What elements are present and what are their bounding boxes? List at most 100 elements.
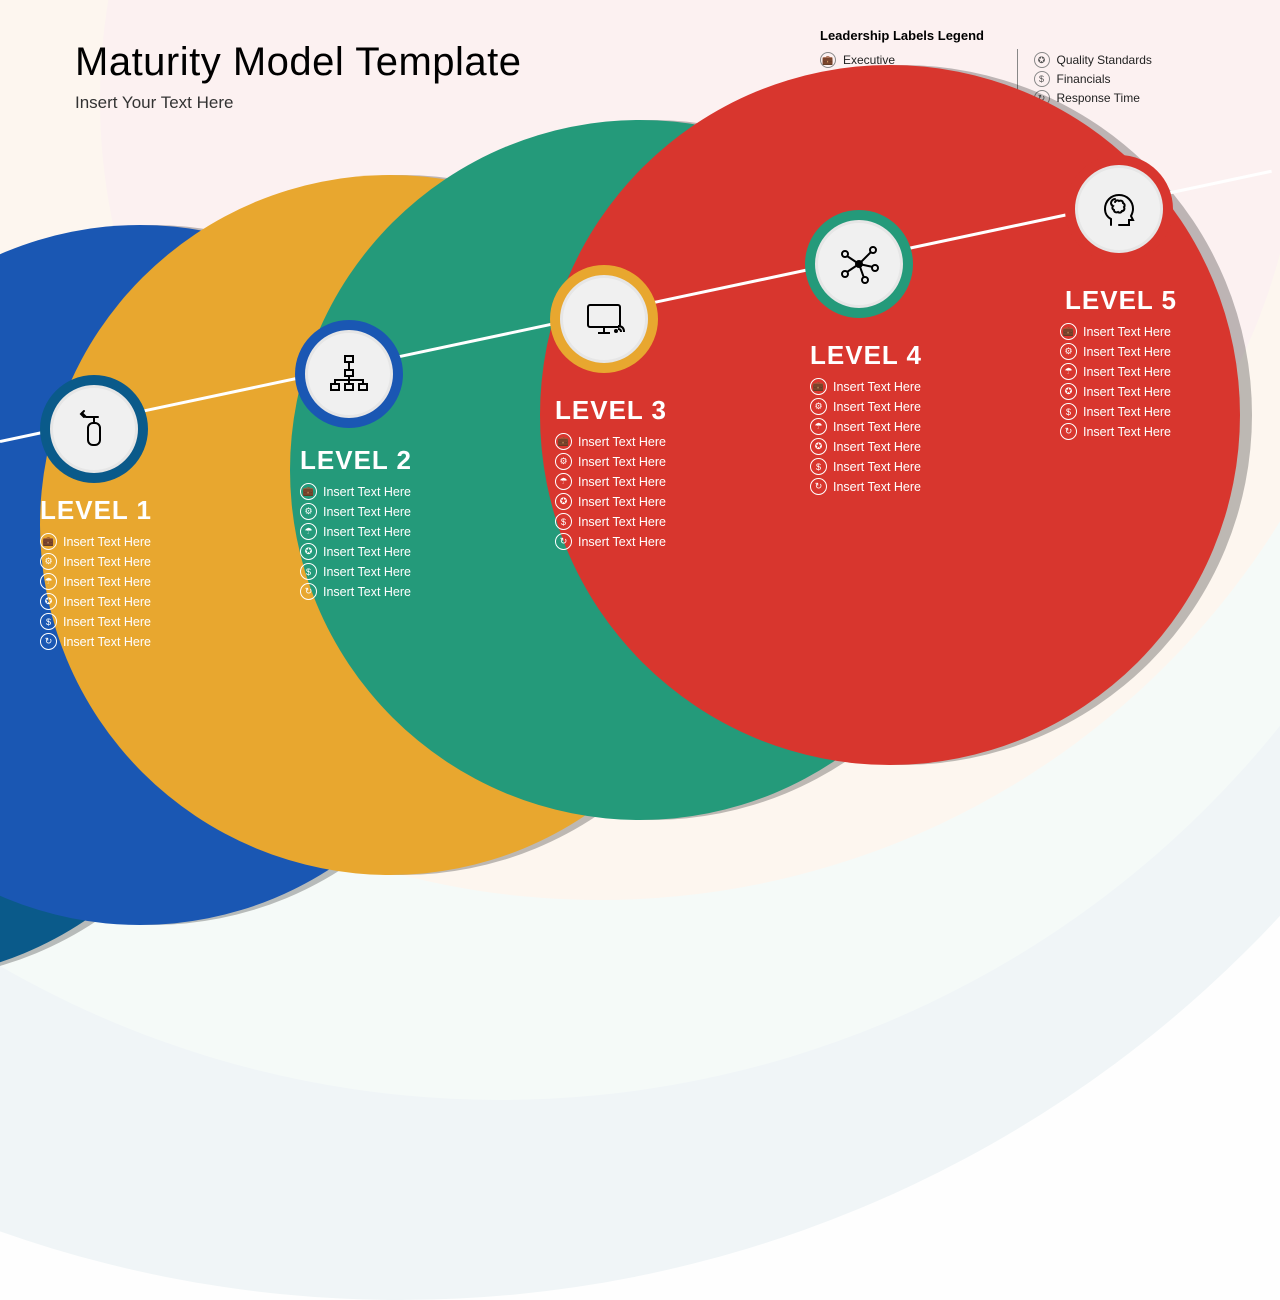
bullet-item: $Insert Text Here [810,458,921,475]
level-title-3: LEVEL 3 [555,395,667,426]
bullet-icon: $ [40,613,57,630]
bullet-text: Insert Text Here [833,400,921,414]
bullet-icon: ↻ [300,583,317,600]
bullet-item: ↻ Insert Text Here [1060,423,1171,440]
bullet-text: Insert Text Here [63,635,151,649]
bullet-icon: ⚙ [810,398,827,415]
legend-icon: 💼 [820,52,836,68]
bullet-text: Insert Text Here [63,555,151,569]
bullet-item: ⚙ Insert Text Here [1060,343,1171,360]
bullet-icon: ⚙ [40,553,57,570]
bullet-item: ☂ Insert Text Here [1060,363,1171,380]
bullet-text: Insert Text Here [323,585,411,599]
bullet-item: ☂ Insert Text Here [300,523,411,540]
bullet-text: Insert Text Here [323,545,411,559]
bullet-text: Insert Text Here [1083,425,1171,439]
legend-label: Quality Standards [1057,53,1152,67]
bullet-icon: ☂ [810,418,827,435]
bullet-item: 💼Insert Text Here [300,483,411,500]
page-title: Maturity Model Template [75,40,522,85]
bullet-icon: $ [555,513,572,530]
bullet-icon: ✪ [810,438,827,455]
bullet-text: Insert Text Here [833,460,921,474]
bullet-text: Insert Text Here [578,495,666,509]
legend-label: Financials [1057,72,1111,86]
legend-icon: ✪ [1034,52,1050,68]
legend-label: Response Time [1057,91,1140,105]
bullet-icon: ✪ [40,593,57,610]
level-title-4: LEVEL 4 [810,340,922,371]
bullet-item: ☂Insert Text Here [810,418,921,435]
bullet-text: Insert Text Here [1083,365,1171,379]
bullet-icon: ↻ [810,478,827,495]
bullet-text: Insert Text Here [578,475,666,489]
flowchart-icon [325,350,373,398]
legend-icon: $ [1034,71,1050,87]
bullet-text: Insert Text Here [1083,325,1171,339]
level-medallion-3 [550,265,658,373]
level-title-5: LEVEL 5 [1065,285,1177,316]
bullet-text: Insert Text Here [578,535,666,549]
medallion-inner [1075,165,1163,253]
network-icon [835,240,883,288]
level-bullets-3: 💼Insert Text Here ⚙ Insert Text Here ☂ Inser… [555,430,666,553]
bullet-icon: 💼 [1060,323,1077,340]
bullet-icon: ⚙ [1060,343,1077,360]
bullet-text: Insert Text Here [63,535,151,549]
bullet-icon: $ [300,563,317,580]
bullet-icon: ☂ [300,523,317,540]
medallion-inner [815,220,903,308]
bullet-item: 💼 Insert Text Here [810,378,921,395]
bullet-icon: ↻ [1060,423,1077,440]
bullet-item: 💼Insert Text Here [555,433,666,450]
legend-item: $ Financials [1034,71,1221,87]
bullet-item: ↻Insert Text Here [555,533,666,550]
bullet-text: Insert Text Here [833,380,921,394]
bullet-icon: 💼 [40,533,57,550]
bullet-icon: ⚙ [300,503,317,520]
bullet-icon: ✪ [555,493,572,510]
bullet-text: Insert Text Here [578,455,666,469]
bullet-item: ☂Insert Text Here [40,573,151,590]
bullet-icon: ☂ [40,573,57,590]
legend-item: ✪ Quality Standards [1034,52,1221,68]
bullet-text: Insert Text Here [1083,345,1171,359]
bullet-item: ⚙ Insert Text Here [555,453,666,470]
bullet-icon: ☂ [555,473,572,490]
bullet-icon: ↻ [40,633,57,650]
bullet-icon: ☂ [1060,363,1077,380]
bullet-item: 💼 Insert Text Here [40,533,151,550]
bullet-text: Insert Text Here [323,485,411,499]
bullet-text: Insert Text Here [833,480,921,494]
bullet-item: ⚙ Insert Text Here [810,398,921,415]
bullet-item: ↻ Insert Text Here [300,583,411,600]
bullet-text: Insert Text Here [63,615,151,629]
legend-title: Leadership Labels Legend [820,28,1220,43]
bullet-icon: 💼 [810,378,827,395]
level-bullets-5: 💼 Insert Text Here ⚙ Insert Text Here ☂ Inser… [1060,320,1171,443]
medallion-inner [50,385,138,473]
title-block: Maturity Model Template Insert Your Text… [75,40,522,113]
level-medallion-1 [40,375,148,483]
monitor-icon [580,295,628,343]
bullet-text: Insert Text Here [578,435,666,449]
bullet-text: Insert Text Here [323,525,411,539]
level-medallion-4 [805,210,913,318]
bullet-icon: ⚙ [555,453,572,470]
bullet-item: ✪Insert Text Here [810,438,921,455]
bullet-text: Insert Text Here [1083,405,1171,419]
level-title-1: LEVEL 1 [40,495,152,526]
bullet-item: ⚙ Insert Text Here [40,553,151,570]
bullet-item: 💼 Insert Text Here [1060,323,1171,340]
bullet-item: $Insert Text Here [300,563,411,580]
level-medallion-2 [295,320,403,428]
bullet-item: ↻ Insert Text Here [40,633,151,650]
brain-icon [1095,185,1143,233]
extinguisher-icon [70,405,118,453]
bullet-item: ✪Insert Text Here [1060,383,1171,400]
level-title-2: LEVEL 2 [300,445,412,476]
bullet-text: Insert Text Here [63,595,151,609]
page-subtitle: Insert Your Text Here [75,93,522,113]
bullet-icon: $ [1060,403,1077,420]
bullet-text: Insert Text Here [1083,385,1171,399]
